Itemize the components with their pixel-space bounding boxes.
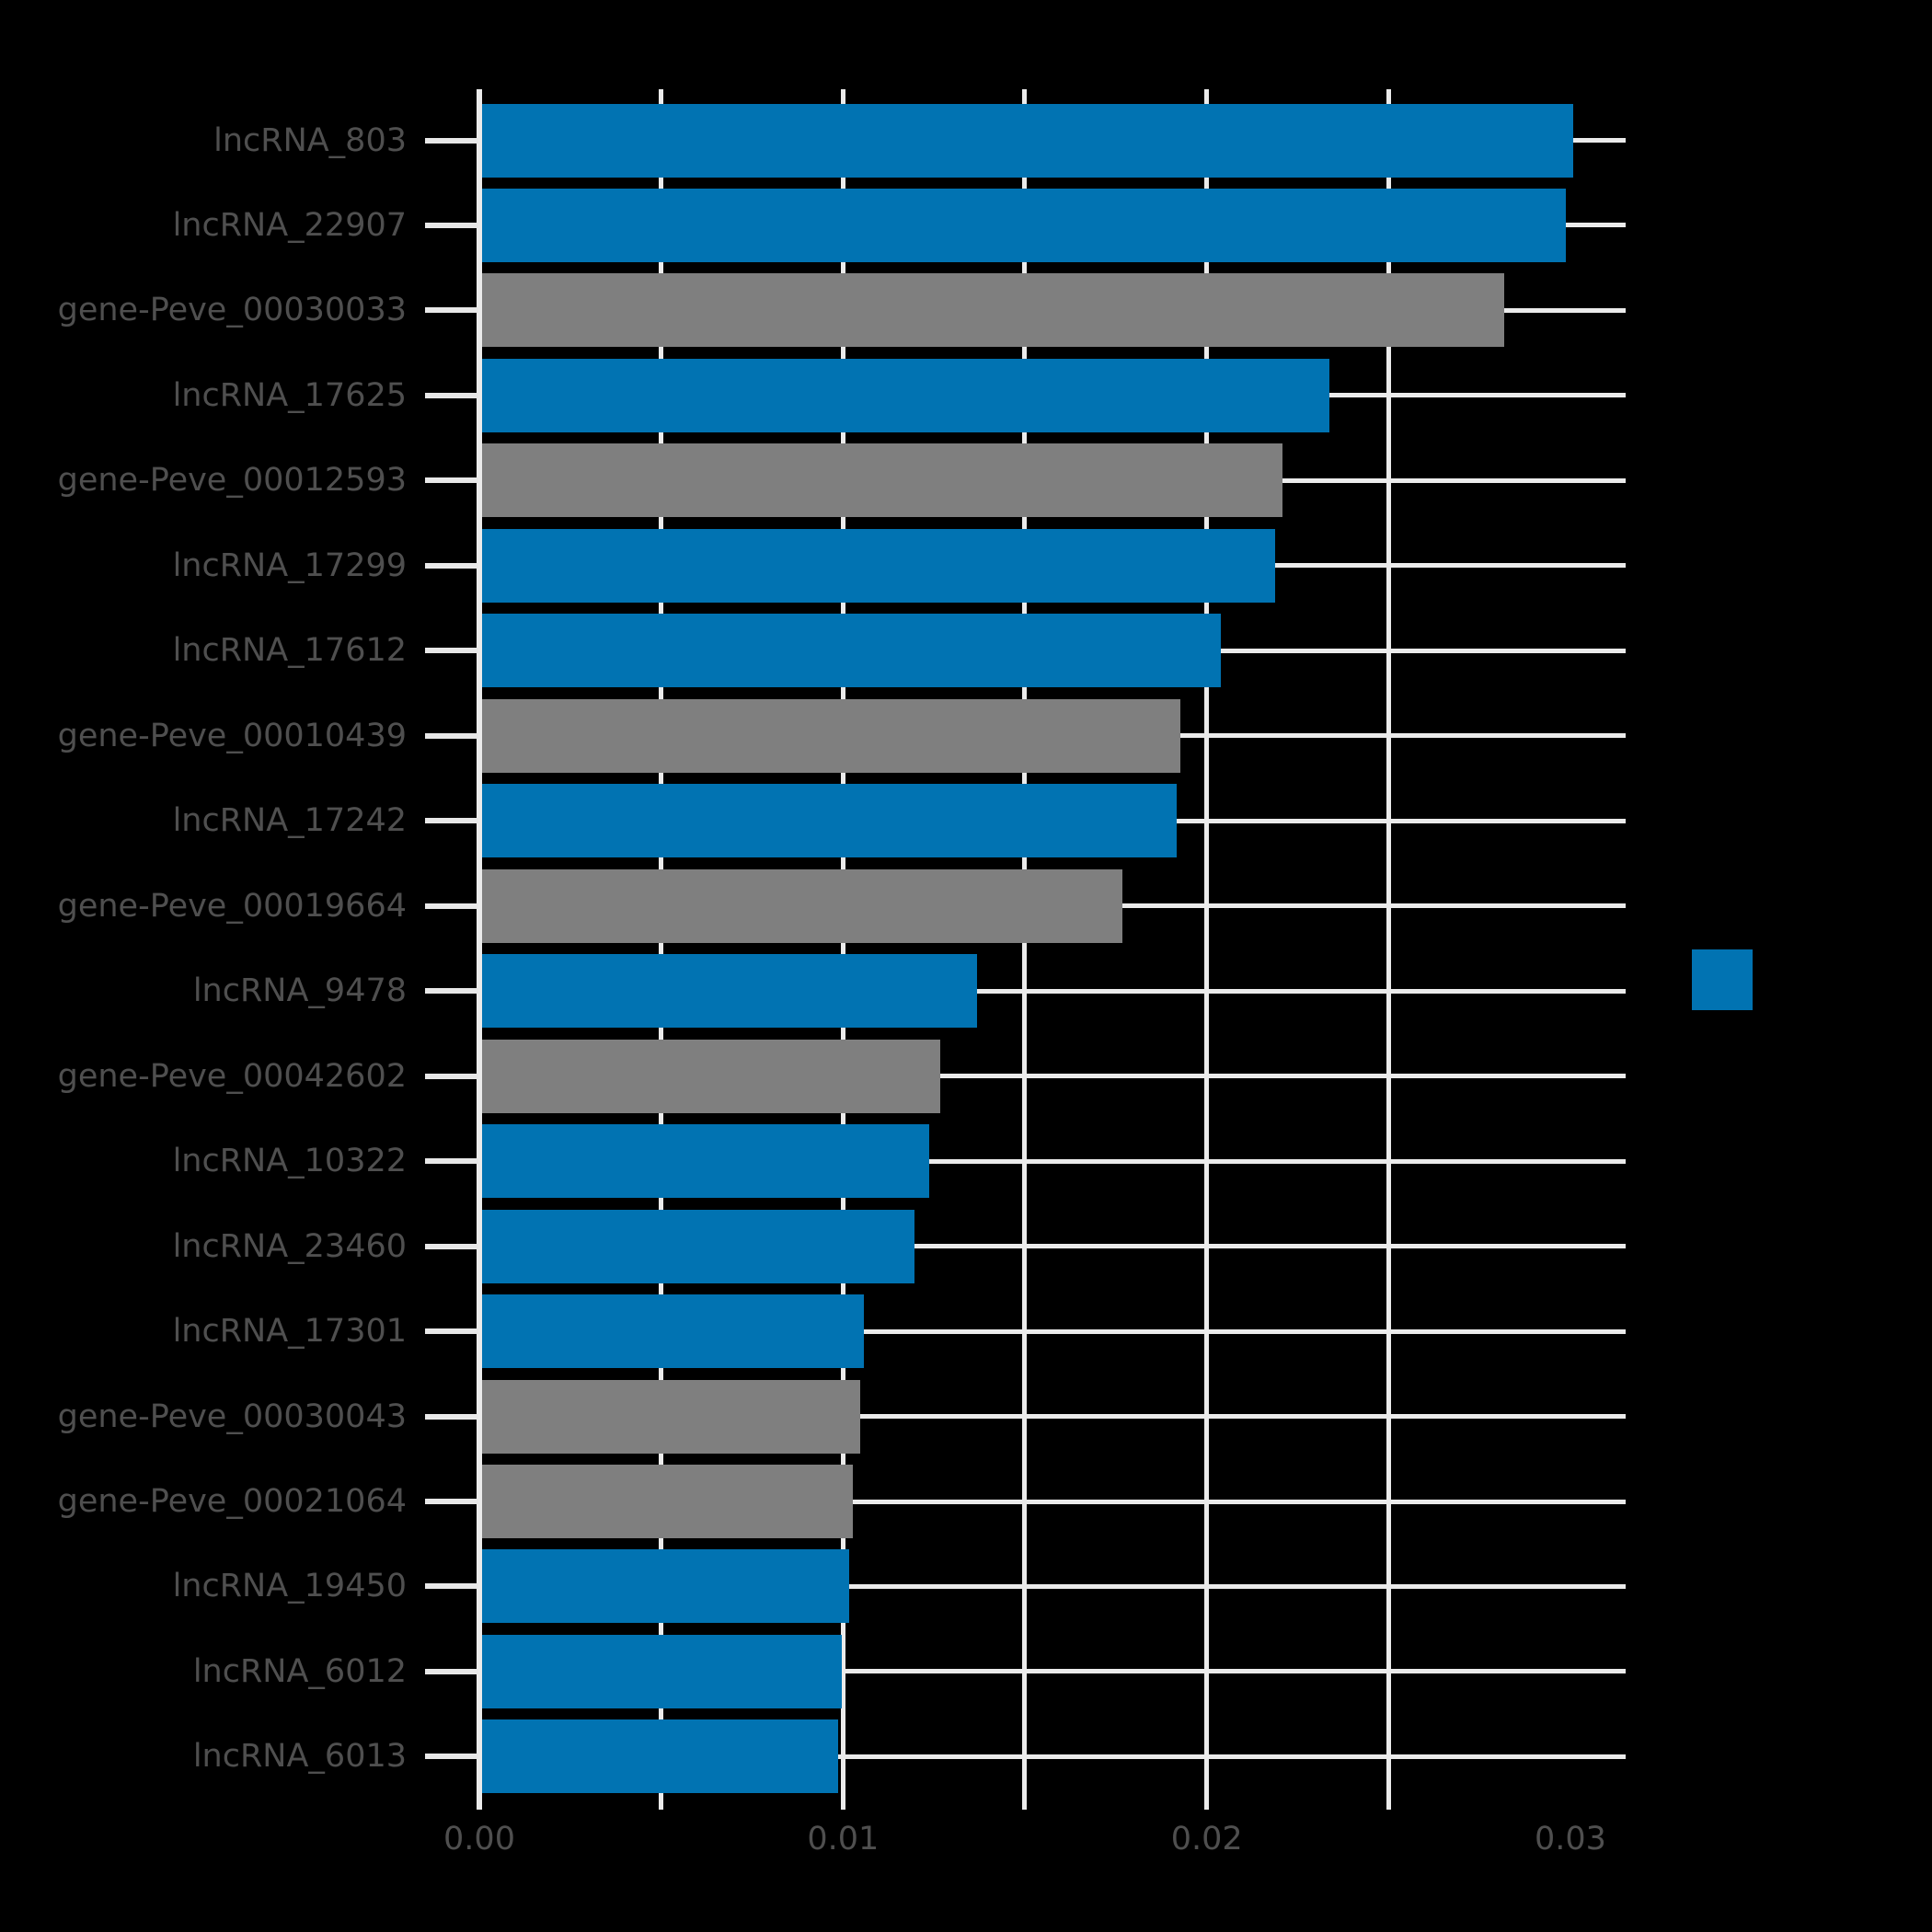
y-tick-mark xyxy=(425,903,478,909)
y-tick-label: lncRNA_17299 xyxy=(172,546,407,584)
y-tick-label: lncRNA_10322 xyxy=(172,1143,407,1180)
x-tick-label: 0.02 xyxy=(1170,1821,1243,1857)
y-tick-label: lncRNA_22907 xyxy=(172,206,407,244)
y-tick-label: gene-Peve_00030043 xyxy=(57,1397,407,1435)
y-tick-mark xyxy=(425,392,478,398)
y-gridline xyxy=(479,988,1626,994)
bar-lncRNA_9478 xyxy=(482,954,977,1029)
bar-gene-Peve_00010439 xyxy=(482,698,1181,773)
y-gridline xyxy=(479,1158,1626,1164)
y-tick-label: lncRNA_6013 xyxy=(192,1738,407,1776)
y-tick-mark xyxy=(425,732,478,739)
bar-lncRNA_10322 xyxy=(482,1124,930,1199)
bar-lncRNA_803 xyxy=(482,103,1573,178)
y-tick-mark xyxy=(425,1158,478,1165)
y-tick-mark xyxy=(425,307,478,314)
y-tick-label: lncRNA_17625 xyxy=(172,376,407,414)
y-tick-mark xyxy=(425,818,478,824)
y-tick-label: lncRNA_17301 xyxy=(172,1313,407,1351)
bar-lncRNA_17612 xyxy=(482,614,1221,688)
y-tick-mark xyxy=(425,1073,478,1079)
bar-lncRNA_19450 xyxy=(482,1549,850,1624)
x-tick-label: 0.03 xyxy=(1535,1821,1606,1857)
bar-lncRNA_17625 xyxy=(482,358,1330,432)
bar-lncRNA_6012 xyxy=(482,1634,843,1708)
x-tick-label: 0.01 xyxy=(807,1821,880,1857)
y-tick-label: lncRNA_19450 xyxy=(172,1568,407,1605)
bar-lncRNA_17242 xyxy=(482,784,1178,858)
y-tick-mark xyxy=(425,1499,478,1505)
y-gridline xyxy=(479,1583,1626,1589)
y-tick-label: lncRNA_9478 xyxy=(192,972,407,1010)
bar-lncRNA_22907 xyxy=(482,188,1567,262)
y-tick-label: gene-Peve_00019664 xyxy=(57,887,407,925)
y-gridline xyxy=(479,1414,1626,1420)
y-tick-label: gene-Peve_00030033 xyxy=(57,292,407,329)
y-tick-mark xyxy=(425,1328,478,1335)
bar-gene-Peve_00021064 xyxy=(482,1465,854,1539)
y-tick-mark xyxy=(425,648,478,654)
y-tick-mark xyxy=(425,1243,478,1249)
y-axis-spine xyxy=(477,89,482,1810)
bar-lncRNA_6013 xyxy=(482,1719,839,1794)
bar-lncRNA_17301 xyxy=(482,1294,865,1369)
x-tick-label: 0.00 xyxy=(443,1821,515,1857)
bar-gene-Peve_00030043 xyxy=(482,1379,861,1454)
y-gridline xyxy=(479,1499,1626,1504)
y-gridline xyxy=(479,1244,1626,1249)
y-tick-label: lncRNA_803 xyxy=(213,121,407,159)
y-tick-mark xyxy=(425,477,478,484)
bar-gene-Peve_00019664 xyxy=(482,868,1122,943)
y-tick-label: gene-Peve_00042602 xyxy=(57,1057,407,1095)
y-tick-mark xyxy=(425,562,478,569)
y-tick-label: lncRNA_23460 xyxy=(172,1227,407,1265)
legend-swatch xyxy=(1692,949,1753,1010)
x-gridline xyxy=(659,89,664,1810)
y-tick-mark xyxy=(425,1413,478,1420)
bar-gene-Peve_00012593 xyxy=(482,443,1282,518)
x-gridline xyxy=(1386,89,1391,1810)
y-tick-label: lncRNA_17612 xyxy=(172,632,407,670)
y-tick-mark xyxy=(425,137,478,144)
bar-gene-Peve_00042602 xyxy=(482,1039,941,1113)
y-gridline xyxy=(479,1074,1626,1079)
y-tick-mark xyxy=(425,1583,478,1590)
x-gridline xyxy=(1204,89,1210,1810)
y-gridline xyxy=(479,1754,1626,1759)
y-tick-mark xyxy=(425,222,478,228)
y-tick-label: gene-Peve_00021064 xyxy=(57,1483,407,1521)
y-gridline xyxy=(479,1669,1626,1674)
y-tick-mark xyxy=(425,1668,478,1674)
x-gridline xyxy=(1022,89,1028,1810)
bar-lncRNA_23460 xyxy=(482,1209,915,1283)
y-tick-label: gene-Peve_00012593 xyxy=(57,462,407,500)
y-gridline xyxy=(479,1328,1626,1334)
x-gridline xyxy=(840,89,845,1810)
bar-lncRNA_17299 xyxy=(482,528,1275,603)
bar-gene-Peve_00030033 xyxy=(482,273,1504,348)
y-tick-mark xyxy=(425,1754,478,1760)
y-tick-label: lncRNA_17242 xyxy=(172,802,407,840)
y-tick-mark xyxy=(425,988,478,995)
y-tick-label: lncRNA_6012 xyxy=(192,1652,407,1690)
y-tick-label: gene-Peve_00010439 xyxy=(57,717,407,754)
